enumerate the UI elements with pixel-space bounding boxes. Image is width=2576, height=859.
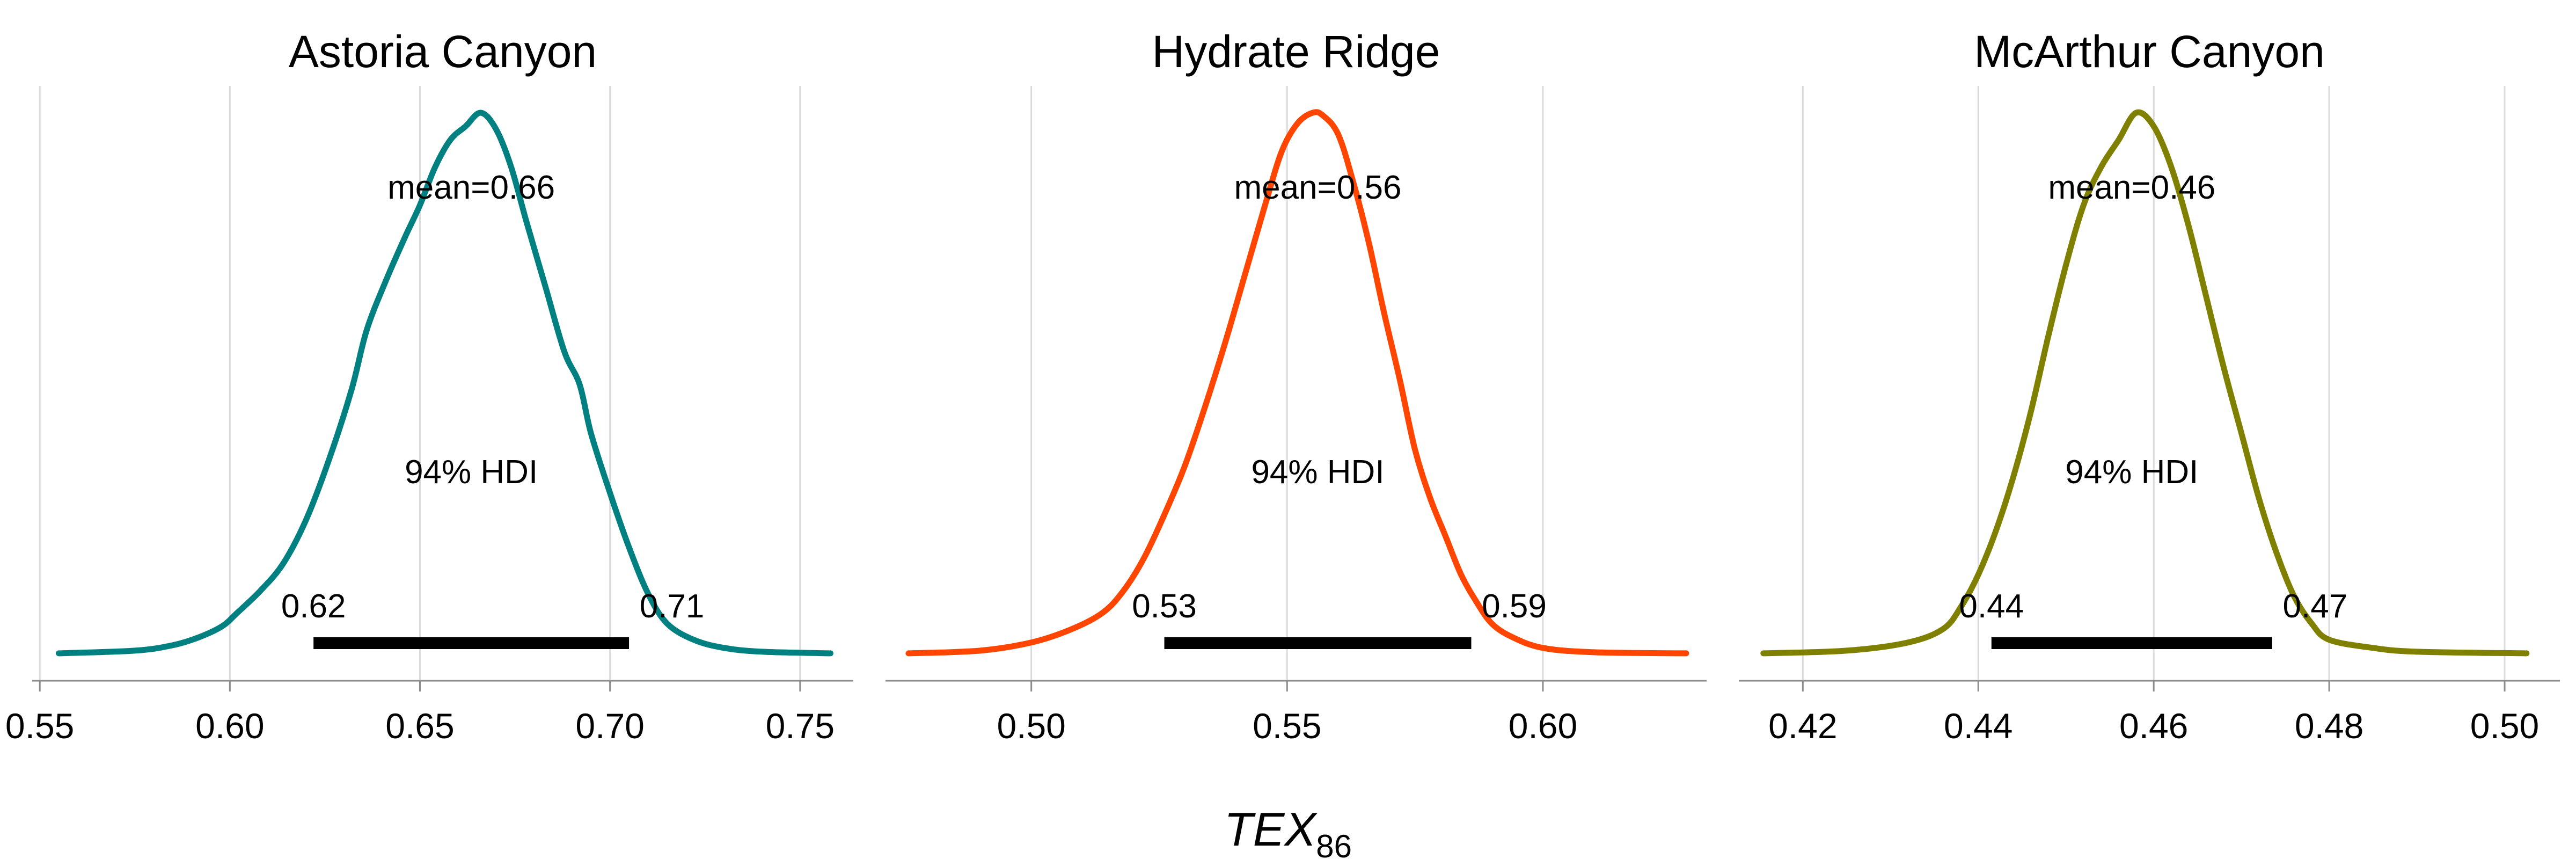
- panel-1: 0.55 0.60 0.65 0.70 0.75 Astoria Canyon mean=0…: [5, 26, 853, 746]
- panels: 0.55 0.60 0.65 0.70 0.75 Astoria Canyon mean=0…: [5, 26, 2560, 746]
- x-tick-label: 0.50: [997, 706, 1065, 746]
- panel-title: McArthur Canyon: [1974, 26, 2325, 77]
- hdi-low-label: 0.44: [1959, 588, 2024, 625]
- mean-label: mean=0.66: [387, 169, 555, 206]
- x-tick-label: 0.55: [5, 706, 74, 746]
- panel-title: Hydrate Ridge: [1152, 26, 1440, 77]
- mean-label: mean=0.46: [2048, 169, 2215, 206]
- density-curve: [56, 110, 833, 657]
- x-tick-label: 0.48: [2295, 706, 2363, 746]
- x-tick-label: 0.46: [2119, 706, 2188, 746]
- x-tick-label: 0.60: [195, 706, 264, 746]
- hdi-high-label: 0.47: [2283, 588, 2348, 625]
- panel-3: 0.42 0.44 0.46 0.48 0.50 McArthur Canyon mean=…: [1739, 26, 2560, 746]
- x-tick-label: 0.44: [1944, 706, 2012, 746]
- hdi-label: 94% HDI: [2065, 454, 2198, 491]
- x-tick-label: 0.50: [2470, 706, 2539, 746]
- mean-label: mean=0.56: [1234, 169, 1402, 206]
- hdi-high-label: 0.71: [640, 588, 705, 625]
- hdi-high-label: 0.59: [1482, 588, 1547, 625]
- x-tick-label: 0.60: [1509, 706, 1577, 746]
- x-tick-label: 0.70: [575, 706, 644, 746]
- hdi-label: 94% HDI: [1251, 454, 1384, 491]
- x-tick-label: 0.42: [1768, 706, 1837, 746]
- panel-title: Astoria Canyon: [289, 26, 597, 77]
- x-tick-label: 0.75: [766, 706, 835, 746]
- density-curve: [905, 109, 1689, 657]
- hdi-low-label: 0.53: [1132, 588, 1197, 625]
- hdi-label: 94% HDI: [405, 454, 538, 491]
- x-axis-label-main: TEX: [1224, 803, 1318, 856]
- x-axis-label-subscript: 86: [1316, 828, 1352, 859]
- x-tick-label: 0.65: [385, 706, 454, 746]
- hdi-low-label: 0.62: [281, 588, 346, 625]
- x-tick-label: 0.55: [1253, 706, 1321, 746]
- density-curve: [1760, 109, 2530, 657]
- panel-2: 0.50 0.55 0.60 Hydrate Ridge mean=0.56 94% HD…: [885, 26, 1707, 746]
- x-axis-label: TEX86: [1224, 803, 1352, 859]
